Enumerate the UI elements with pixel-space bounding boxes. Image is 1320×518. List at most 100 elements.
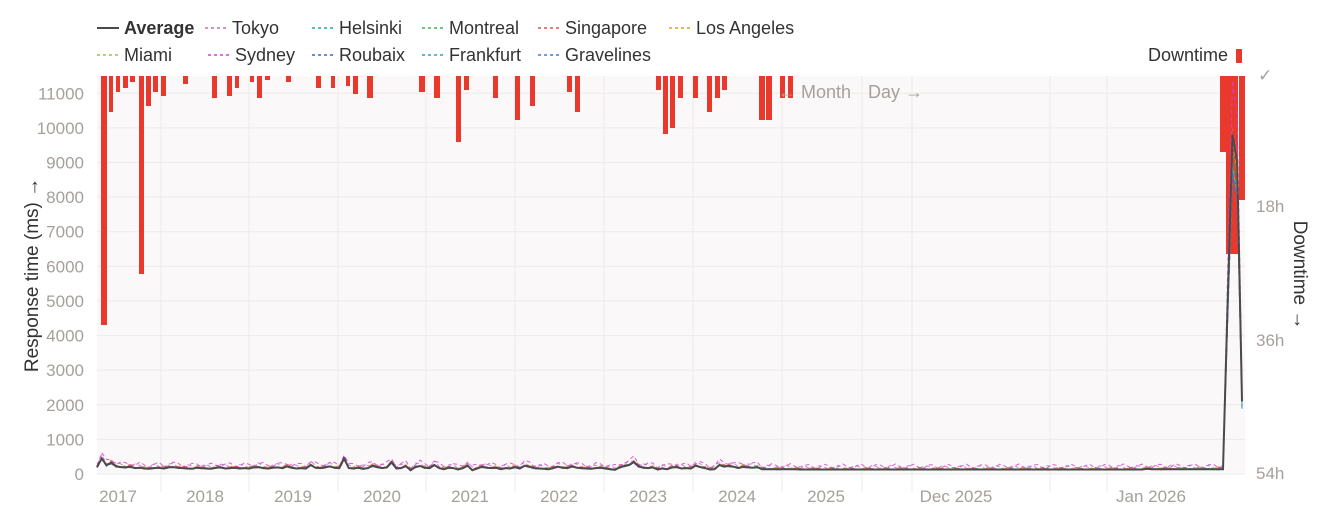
downtime-bar [331,76,335,88]
downtime-bar [286,76,291,82]
downtime-legend-label: Downtime [1148,45,1228,65]
downtime-bar [139,76,144,274]
x-tick-label: 2024 [718,487,756,506]
x-tick-label: 2018 [186,487,224,506]
downtime-bar [788,76,793,98]
legend-label: Gravelines [565,45,651,65]
legend-label: Roubaix [339,45,405,65]
downtime-bar [123,76,128,88]
downtime-bar [367,76,373,98]
downtime-bar [101,76,107,325]
downtime-bar [759,76,765,120]
x-tick-label: 2020 [363,487,401,506]
downtime-bar [353,76,358,94]
downtime-bar [678,76,683,98]
y-tick-label: 2000 [46,396,84,415]
downtime-bar [780,76,785,98]
x-tick-label: Jan 2026 [1116,487,1186,506]
legend-label: Frankfurt [449,45,521,65]
downtime-bar [575,76,580,112]
downtime-bar [693,76,698,98]
downtime-bar [153,76,158,92]
legend-label: Los Angeles [696,18,794,38]
y-tick-label: 6000 [46,257,84,276]
x-tick-label: 2023 [629,487,667,506]
prev-month-link[interactable]: ← Month [778,82,851,102]
legend-item: Average [97,18,194,38]
legend-label: Tokyo [232,18,279,38]
y-tick-label: 1000 [46,430,84,449]
downtime-bar [316,76,321,88]
y-tick-label: 5000 [46,292,84,311]
downtime-bar [722,76,727,90]
next-day-link[interactable]: Day → [868,82,923,102]
y2-tick-label: 18h [1256,197,1284,216]
downtime-bar [346,76,350,86]
downtime-bar [515,76,520,120]
downtime-bar [1239,76,1245,200]
downtime-bar [109,76,113,112]
downtime-bar [530,76,535,106]
downtime-bar [670,76,675,128]
series-line-average [96,134,1243,472]
downtime-bar [257,76,262,98]
downtime-bar [663,76,668,134]
downtime-bar [456,76,461,142]
legend-item: Montreal [422,18,519,38]
x-tick-label: 2019 [274,487,312,506]
downtime-bar [183,76,188,84]
downtime-bar [464,76,469,90]
plot-area [97,76,1245,474]
downtime-bar [715,76,720,98]
downtime-bar [434,76,440,98]
downtime-bar [235,76,239,88]
y-tick-label: 11000 [38,84,84,103]
y-tick-label: 7000 [46,223,84,242]
legend-item: Sydney [208,45,295,65]
downtime-bar [419,76,425,92]
series-line-sydney [96,80,1243,470]
downtime-bar [707,76,712,112]
downtime-bar [161,76,166,96]
y-tick-label: 9000 [46,154,84,173]
y-axis-title: Response time (ms) → [22,178,43,372]
y2-tick-label: ✓ [1258,66,1272,85]
x-tick-label: 2021 [451,487,489,506]
y-tick-label: 3000 [46,361,84,380]
y-tick-label: 0 [75,465,84,484]
x-tick-label: Dec 2025 [920,487,993,506]
downtime-bar [1220,76,1226,152]
x-tick-label: 2017 [99,487,137,506]
legend-item: Los Angeles [669,18,794,38]
y-tick-label: 4000 [46,327,84,346]
y2-tick-label: 54h [1256,464,1284,483]
legend-item: Singapore [538,18,647,38]
legend-item: Roubaix [312,45,405,65]
legend-label: Average [124,18,194,38]
legend-label: Miami [124,45,172,65]
legend-label: Sydney [235,45,295,65]
downtime-bar [567,76,572,92]
legend-item: Helsinki [312,18,402,38]
x-tick-label: 2025 [807,487,845,506]
legend-label: Helsinki [339,18,402,38]
downtime-bar [493,76,498,98]
y-tick-label: 10000 [37,119,84,138]
downtime-legend-swatch [1236,49,1242,63]
downtime-bar [227,76,232,96]
downtime-bar [265,76,270,80]
y-tick-label: 8000 [46,188,84,207]
legend-item: Gravelines [538,45,651,65]
x-tick-label: 2022 [540,487,578,506]
downtime-bar [250,76,254,82]
downtime-bar [656,76,661,90]
downtime-bar [212,76,217,98]
legend-item: Frankfurt [422,45,521,65]
downtime-bar [1226,76,1232,254]
downtime-bar [146,76,151,106]
y2-axis-title: Downtime → [1289,221,1310,330]
y2-tick-label: 36h [1256,331,1284,350]
legend-item: Miami [97,45,172,65]
